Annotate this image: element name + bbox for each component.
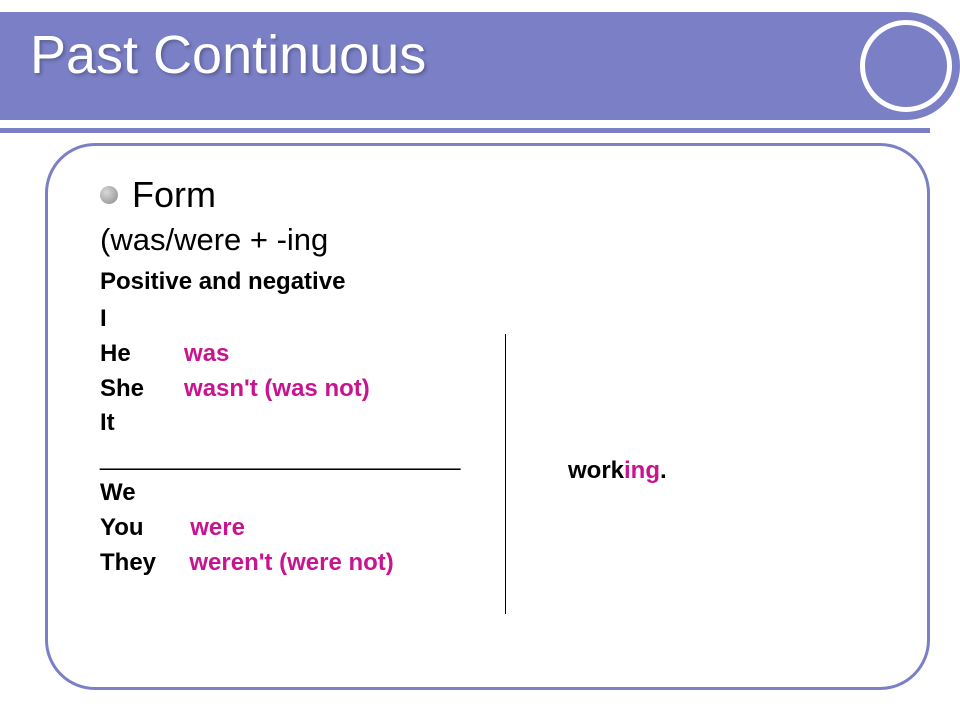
pronoun-they: They weren't (were not) [100, 546, 875, 581]
pronoun-you-text: You [100, 514, 190, 541]
pronoun-she-text: She [100, 375, 184, 402]
verb-wasnt: wasn't (was not) [184, 375, 370, 402]
grammar-table: I He was She wasn't (was not) It _______… [100, 302, 875, 580]
form-label: Form [132, 174, 216, 216]
bullet-item-form: Form [100, 174, 875, 216]
subheading: Positive and negative [100, 268, 875, 296]
formula-text: (was/were + -ing [100, 222, 875, 258]
pronoun-we: We [100, 476, 875, 511]
verb-were: were [190, 514, 245, 541]
verb-suffix: ing [624, 457, 660, 484]
pronoun-i: I [100, 302, 875, 337]
title-underline [0, 128, 930, 133]
bullet-icon [100, 186, 118, 204]
title-band-ring [860, 20, 952, 112]
verb-stem: work [568, 457, 624, 484]
pronoun-they-text: They [100, 549, 189, 576]
vertical-divider [505, 334, 506, 614]
verb-was: was [184, 340, 229, 367]
pronoun-he-text: He [100, 340, 184, 367]
main-verb: working. [568, 457, 667, 485]
pronoun-she: She wasn't (was not) [100, 372, 875, 407]
content-frame: Form (was/were + -ing Positive and negat… [45, 143, 930, 690]
pronoun-he: He was [100, 337, 875, 372]
pronoun-you: You were [100, 511, 875, 546]
horizontal-divider: ___________________________ [100, 441, 875, 476]
verb-punct: . [660, 457, 667, 484]
slide-title: Past Continuous [30, 24, 426, 86]
verb-werent: weren't (were not) [189, 549, 393, 576]
pronoun-it: It [100, 406, 875, 441]
